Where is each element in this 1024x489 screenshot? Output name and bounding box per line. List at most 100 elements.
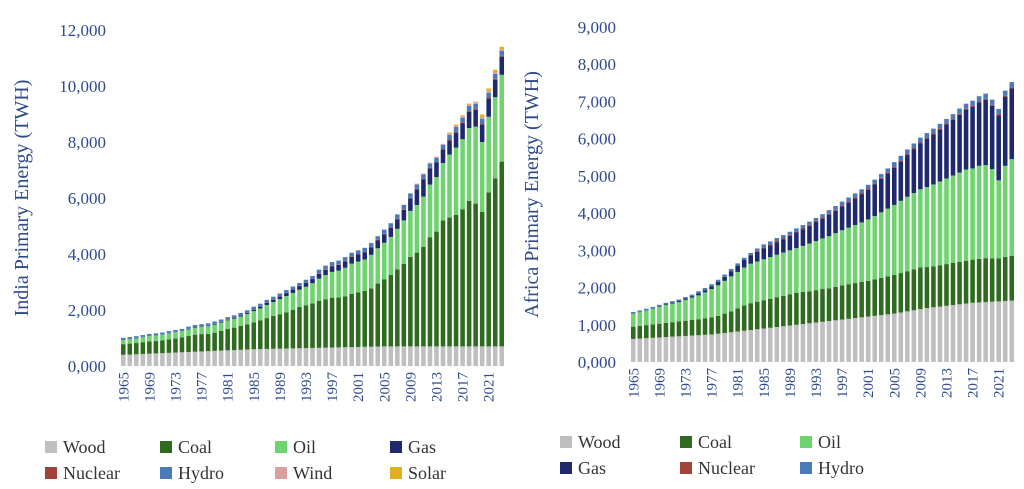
bar-segment [153,333,159,336]
bar-segment [989,105,995,170]
bar-segment [238,315,244,317]
bar-segment [140,335,146,337]
bar-segment [715,279,721,282]
legend-label: Nuclear [63,463,120,483]
bar-segment [852,193,858,198]
x-tick-label: 2017 [456,372,472,403]
bar-segment [735,265,740,272]
bar-segment [408,193,413,198]
bar-segment [891,274,897,314]
bar-segment [989,169,995,259]
x-tick-label: 2005 [887,368,903,398]
bar-segment [499,49,505,51]
x-tick-label: 1985 [757,368,773,398]
bar-segment [761,259,767,301]
bar-segment [748,303,754,330]
bar-segment [963,108,969,111]
bar-segment [427,163,433,168]
bar-segment [492,97,498,179]
bar-segment [774,242,780,255]
bar-segment [833,233,838,287]
bar-segment [329,262,335,266]
bar-segment [1009,87,1015,89]
bar-segment [460,122,465,124]
bar-segment [754,261,760,302]
bar-segment [741,330,747,362]
bar-segment [173,330,178,332]
bar-segment [670,322,675,337]
bar-segment [414,183,420,185]
bar-segment [794,292,799,325]
bar-segment [683,297,688,299]
bar-segment [741,305,747,331]
bar-segment [676,302,682,322]
bar-segment [297,282,302,286]
bar-segment [996,115,1001,181]
bar-segment [670,301,675,303]
bar-segment [787,325,793,362]
bar-segment [414,252,420,347]
bar-segment [898,155,904,161]
bar-segment [650,337,656,362]
bar-segment [349,256,354,264]
bar-segment [820,289,825,322]
bar-segment [800,324,806,362]
bar-segment [931,133,936,135]
y-tick-label: 5,000 [578,167,616,186]
bar-segment [657,304,662,307]
bar-segment [663,302,669,305]
bar-segment [447,139,452,141]
bar-segment [781,295,786,327]
bar-segment [408,198,413,211]
bar-segment [310,283,315,304]
bar-segment [466,111,472,128]
legend-label: Hydro [818,458,864,478]
bar-segment [924,267,930,309]
bar-segment [839,285,845,320]
bar-segment [381,279,387,347]
bar-segment [453,124,459,126]
bar-segment [761,244,767,248]
bar-segment [466,105,472,111]
bar-segment [329,297,335,348]
bar-segment [244,313,250,325]
bar-segment [878,212,884,278]
bar-segment [421,247,426,347]
bar-segment [166,333,172,340]
bar-segment [774,297,780,328]
bar-segment [231,318,237,328]
bar-segment [950,175,956,263]
bar-segment [160,334,165,341]
bar-segment [826,321,832,362]
bar-segment [231,350,237,366]
bar-segment [807,221,812,225]
bar-segment [355,261,361,293]
bar-segment [924,308,930,362]
bar-segment [722,280,727,314]
legend-label: Oil [293,437,316,457]
bar-segment [499,161,505,347]
y-tick-label: 8,000 [68,133,106,152]
bar-segment [931,128,936,134]
bar-segment [761,248,767,260]
bar-segment [937,181,943,266]
bar-segment [297,348,302,366]
bar-segment [826,213,832,215]
bar-segment [381,234,387,243]
bar-segment [186,352,191,366]
bar-segment [865,189,871,220]
bar-segment [179,337,185,353]
bar-segment [440,346,446,366]
bar-segment [754,301,760,330]
bar-segment [140,337,146,343]
bar-segment [375,283,381,347]
bar-segment [820,217,825,219]
y-tick-label: 2,000 [578,279,616,298]
bar-segment [794,228,799,232]
bar-segment [944,123,949,125]
y-axis-label: Africa Primary Energy (TWH) [521,71,543,318]
bar-segment [787,235,793,251]
bar-segment [970,302,975,362]
bar-segment [401,346,407,366]
bar-segment [401,263,407,347]
